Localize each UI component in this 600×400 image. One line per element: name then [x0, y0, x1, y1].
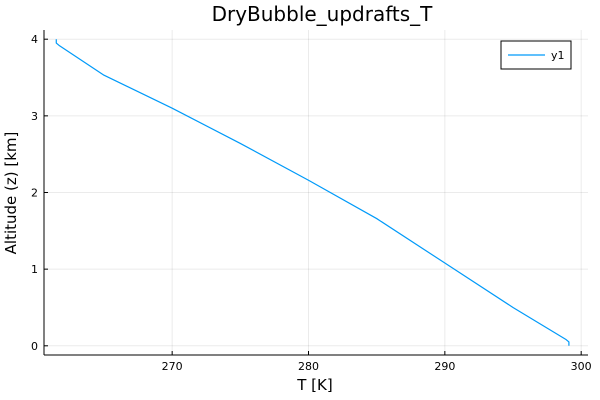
- chart-title: DryBubble_updrafts_T: [212, 2, 434, 26]
- y-tick-label-0: 0: [31, 340, 38, 353]
- y-tick-label-1: 1: [31, 263, 38, 276]
- x-tick-label-300: 300: [571, 360, 592, 373]
- series-line-y1: [55, 39, 570, 346]
- y-ticks: 0 1 2 3 4: [31, 33, 48, 353]
- grid: [44, 30, 588, 355]
- y-tick-label-3: 3: [31, 110, 38, 123]
- legend: y1: [500, 40, 572, 70]
- y-tick-label-2: 2: [31, 187, 38, 200]
- series-layer: [55, 39, 570, 346]
- x-axis-label: T [K]: [296, 376, 332, 394]
- y-axis-label: Altitude (z) [km]: [2, 132, 20, 255]
- y-tick-label-4: 4: [31, 33, 38, 46]
- legend-label-y1: y1: [551, 49, 565, 62]
- x-tick-label-280: 280: [298, 360, 319, 373]
- x-tick-label-270: 270: [162, 360, 183, 373]
- x-tick-label-290: 290: [434, 360, 455, 373]
- x-ticks: 270 280 290 300: [162, 351, 592, 373]
